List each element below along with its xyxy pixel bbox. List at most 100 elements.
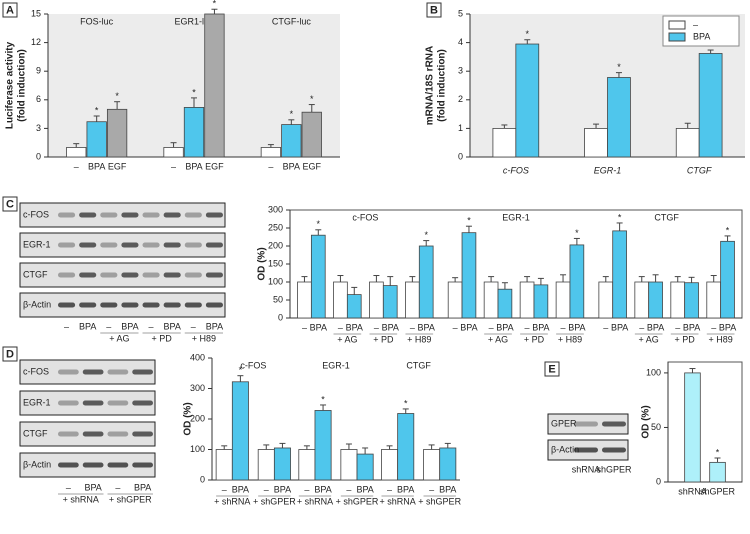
panel-letter: E bbox=[548, 363, 555, 375]
blot-band bbox=[107, 431, 129, 437]
y-tick-label: 250 bbox=[268, 222, 283, 232]
significance-marker: * bbox=[192, 87, 196, 97]
error-bar bbox=[674, 276, 681, 282]
error-bar bbox=[501, 282, 508, 290]
blot-row-label: β-Actin bbox=[551, 444, 579, 454]
category-label: c-FOS bbox=[240, 360, 266, 370]
bar-label: shRNA bbox=[678, 486, 707, 496]
bar bbox=[709, 461, 726, 483]
error-bar bbox=[279, 442, 286, 448]
blot-band bbox=[142, 212, 160, 218]
bar bbox=[607, 77, 631, 158]
y-tick-label: 0 bbox=[200, 474, 205, 484]
category-label: c-FOS bbox=[503, 165, 529, 175]
bar bbox=[106, 108, 128, 158]
blot-band bbox=[79, 302, 97, 308]
blot-band bbox=[79, 212, 97, 218]
panel-letter-box bbox=[426, 2, 442, 18]
bar-label: – bbox=[346, 484, 351, 494]
blot-band bbox=[184, 272, 202, 278]
blot-band bbox=[205, 302, 223, 308]
bar bbox=[569, 244, 585, 319]
bar bbox=[163, 147, 184, 158]
bar-label: BPA bbox=[439, 484, 456, 494]
bar-label: – bbox=[603, 322, 608, 332]
y-axis-label: (fold induction) bbox=[437, 49, 448, 122]
error-bar bbox=[308, 104, 315, 113]
treatment-label: + PD bbox=[373, 334, 394, 344]
legend-label: – bbox=[693, 19, 698, 29]
bar-label: – bbox=[711, 322, 716, 332]
bar bbox=[698, 53, 723, 158]
treatment-label: + shGPER bbox=[253, 496, 296, 506]
blot-band bbox=[205, 272, 223, 278]
blot-band bbox=[121, 212, 139, 218]
bar bbox=[66, 147, 87, 158]
legend-label: BPA bbox=[693, 31, 710, 41]
blot-row-label: EGR-1 bbox=[23, 397, 51, 407]
bar bbox=[670, 281, 686, 319]
panel-letter: A bbox=[6, 4, 14, 16]
error-bar bbox=[707, 49, 714, 54]
bar bbox=[369, 281, 384, 319]
category-label: CTGF-luc bbox=[272, 16, 311, 26]
treatment-label: + shGPER bbox=[336, 496, 379, 506]
y-axis-label: OD (%) bbox=[641, 405, 652, 438]
error-bar bbox=[221, 445, 228, 450]
error-bar bbox=[387, 276, 394, 286]
bar-label: BPA bbox=[185, 161, 202, 171]
significance-marker: * bbox=[618, 212, 622, 222]
error-bar bbox=[303, 445, 310, 450]
y-axis-label: mRNA/18S rRNA bbox=[425, 46, 436, 125]
blot-band bbox=[574, 421, 598, 427]
bar bbox=[447, 281, 463, 319]
treatment-label: + shRNA bbox=[214, 496, 250, 506]
blot-band bbox=[142, 272, 160, 278]
blot-band bbox=[82, 400, 104, 406]
error-bar bbox=[615, 72, 622, 78]
bar-label: – bbox=[302, 322, 307, 332]
blot-band bbox=[574, 447, 598, 453]
y-tick-label: 300 bbox=[268, 204, 283, 214]
bar-label: BPA bbox=[310, 322, 327, 332]
bar-label: BPA bbox=[346, 322, 363, 332]
y-tick-label: 400 bbox=[190, 352, 205, 362]
bar bbox=[260, 147, 282, 158]
bar bbox=[333, 281, 348, 319]
bar-label: BPA bbox=[232, 484, 249, 494]
bar-label: – bbox=[374, 322, 379, 332]
treatment-label: + AG bbox=[488, 334, 508, 344]
blot-band bbox=[100, 272, 118, 278]
error-bar bbox=[288, 119, 295, 125]
plot-area bbox=[667, 361, 743, 483]
error-bar bbox=[93, 115, 100, 122]
legend-swatch bbox=[668, 20, 686, 30]
y-axis-label: OD (%) bbox=[183, 402, 194, 435]
error-bar bbox=[688, 276, 695, 283]
error-bar bbox=[267, 144, 274, 148]
y-tick-label: 1 bbox=[458, 123, 463, 133]
y-tick-label: 12 bbox=[31, 37, 41, 47]
category-label: c-FOS bbox=[352, 212, 378, 222]
error-bar bbox=[537, 277, 544, 285]
blot-band bbox=[107, 369, 129, 375]
blot-band bbox=[602, 447, 626, 453]
error-bar bbox=[409, 276, 416, 282]
category-label: EGR-1 bbox=[594, 165, 622, 175]
bar-label: EGF bbox=[108, 161, 127, 171]
significance-marker: * bbox=[424, 230, 428, 240]
blot-band bbox=[82, 369, 104, 375]
bar-label: EGF bbox=[205, 161, 224, 171]
blot-group-label: + PD bbox=[151, 333, 172, 343]
bar bbox=[257, 449, 275, 481]
bar bbox=[648, 281, 663, 319]
bar-label: – bbox=[453, 322, 458, 332]
significance-marker: * bbox=[404, 398, 408, 408]
bar bbox=[612, 230, 627, 319]
panel-letter: D bbox=[6, 348, 14, 360]
y-tick-label: 4 bbox=[458, 37, 463, 47]
blot-lane-label: BPA bbox=[164, 321, 181, 331]
blot-group-label: + shGPER bbox=[109, 494, 152, 504]
blot-lane-label: – bbox=[66, 482, 71, 492]
bar bbox=[684, 372, 701, 483]
